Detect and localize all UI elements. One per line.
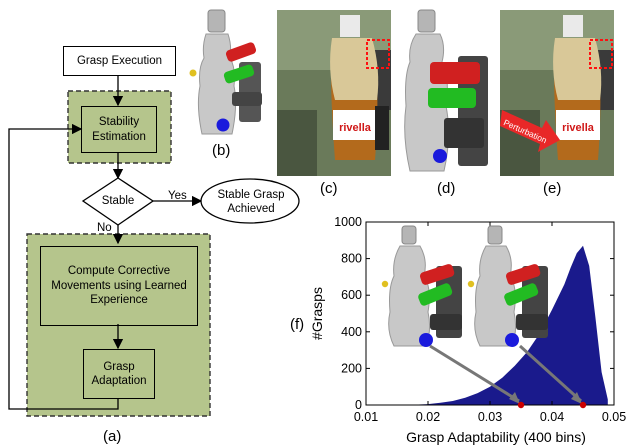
panel-a-label: (a) <box>103 428 122 445</box>
bottle-brand-text-c: rivella <box>339 122 372 134</box>
y-tick-label: 400 <box>341 325 362 339</box>
panel-d-label: (d) <box>437 180 456 197</box>
panel-f-label: (f) <box>290 316 305 333</box>
histogram-bars <box>415 245 608 405</box>
panel-b-label: (b) <box>212 142 231 159</box>
pointer-arrow-head <box>509 392 520 404</box>
highlighted-point <box>517 401 525 409</box>
no-label: No <box>97 222 112 234</box>
pointer-arrow-head <box>571 392 582 404</box>
y-axis-label: #Grasps <box>309 287 325 340</box>
panel-e-photo: rivella Perturbation <box>500 10 614 176</box>
inset-hand-high <box>467 225 548 347</box>
x-axis-label: Grasp Adaptability (400 bins) <box>406 429 586 445</box>
panel-c-label: (c) <box>320 180 338 197</box>
x-tick-label: 0.04 <box>540 410 564 424</box>
inset-hand-low <box>381 225 462 347</box>
y-tick-label: 0 <box>355 398 362 412</box>
yes-label: Yes <box>168 190 187 202</box>
pointer-arrow-line <box>429 344 520 403</box>
x-tick-label: 0.01 <box>354 410 378 424</box>
y-tick-label: 200 <box>341 361 362 375</box>
panel-c-photo: rivella <box>277 10 391 176</box>
x-tick-label: 0.03 <box>478 410 502 424</box>
stability-estimation-box: Stability Estimation <box>81 106 157 153</box>
x-tick-label: 0.05 <box>602 410 626 424</box>
y-tick-label: 800 <box>341 252 362 266</box>
y-tick-label: 1000 <box>334 215 362 229</box>
grasp-adaptation-box: Grasp Adaptation <box>83 349 155 399</box>
stable-decision-diamond <box>81 177 155 226</box>
panel-e-label: (e) <box>543 180 562 197</box>
grasp-execution-box: Grasp Execution <box>63 46 176 76</box>
pointer-arrow-line <box>518 344 583 403</box>
corrective-movements-box: Compute Corrective Movements using Learn… <box>40 246 198 326</box>
panel-d-image <box>404 9 488 172</box>
stable-grasp-ellipse <box>200 178 300 224</box>
bottle-brand-text-e: rivella <box>562 122 595 134</box>
stable-label: Stable <box>101 194 135 207</box>
y-tick-label: 600 <box>341 288 362 302</box>
stable-grasp-achieved-label: Stable Grasp Achieved <box>217 188 285 215</box>
highlighted-point <box>579 401 587 409</box>
panel-b-image <box>189 9 262 135</box>
x-tick-label: 0.02 <box>416 410 440 424</box>
perturbation-arrow <box>500 110 560 152</box>
